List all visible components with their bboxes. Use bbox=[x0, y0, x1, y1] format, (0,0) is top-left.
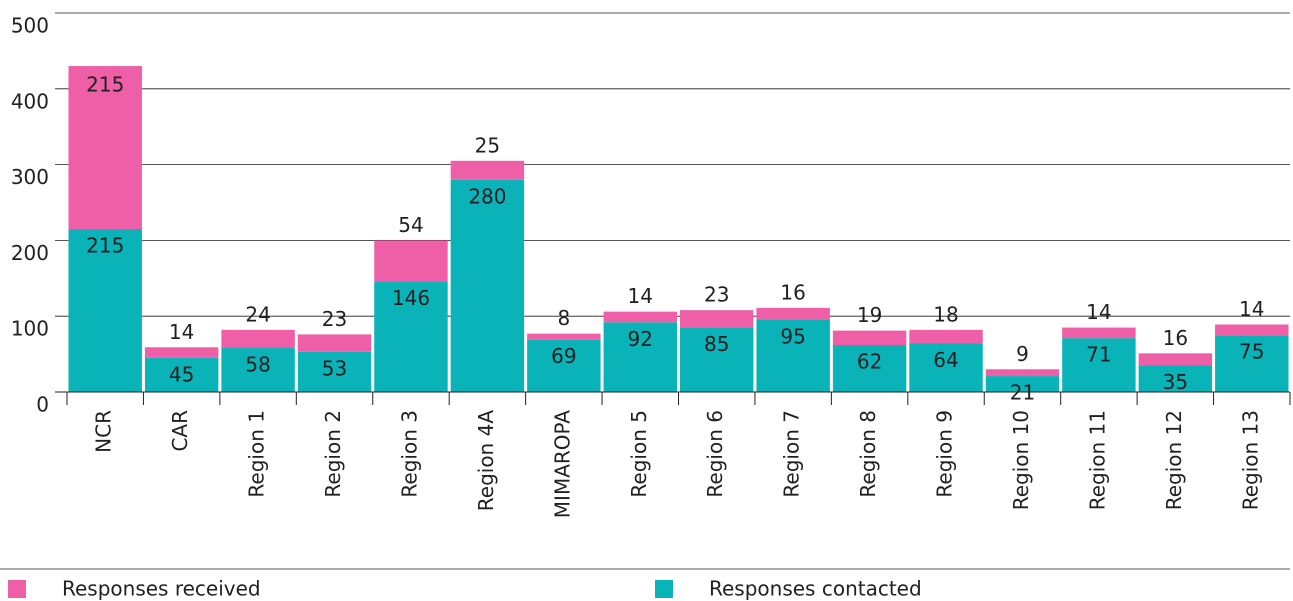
data-label: 25 bbox=[475, 133, 500, 157]
bar-segment bbox=[527, 339, 601, 392]
data-label: 69 bbox=[551, 344, 576, 368]
data-label: 18 bbox=[933, 302, 958, 326]
bar-segment bbox=[374, 281, 448, 392]
bar-segment bbox=[144, 347, 219, 358]
data-label: 14 bbox=[1239, 297, 1264, 321]
bar-segment bbox=[297, 351, 372, 392]
data-label: 92 bbox=[628, 327, 653, 351]
legend-swatch bbox=[655, 580, 673, 598]
data-label: 54 bbox=[398, 213, 423, 237]
y-tick-label: 400 bbox=[11, 89, 49, 113]
bar-segment bbox=[832, 330, 907, 346]
bar-segment bbox=[603, 311, 677, 323]
data-label: 9 bbox=[1016, 342, 1029, 366]
x-tick-label: Region 13 bbox=[1238, 410, 1262, 510]
bar-segment bbox=[1138, 365, 1213, 392]
data-label: 16 bbox=[1163, 326, 1188, 350]
bar-segment bbox=[144, 357, 219, 392]
bar-segment bbox=[450, 179, 525, 392]
y-tick-label: 0 bbox=[36, 393, 49, 417]
bar-segment bbox=[68, 229, 142, 392]
legend-swatch bbox=[8, 580, 26, 598]
x-tick-label: Region 2 bbox=[321, 410, 345, 498]
x-tick-label: MIMAROPA bbox=[550, 410, 574, 519]
data-label: 85 bbox=[704, 332, 729, 356]
data-label: 146 bbox=[392, 286, 430, 310]
x-tick-label: Region 4A bbox=[474, 410, 498, 512]
data-label: 215 bbox=[86, 234, 124, 258]
data-label: 64 bbox=[933, 348, 958, 372]
data-label: 95 bbox=[780, 324, 805, 348]
x-tick-label: CAR bbox=[168, 410, 192, 452]
x-tick-label: Region 9 bbox=[933, 410, 957, 498]
x-tick-label: Region 8 bbox=[856, 410, 880, 498]
data-label: 24 bbox=[245, 302, 270, 326]
bar-segment bbox=[68, 66, 142, 230]
data-label: 75 bbox=[1239, 340, 1264, 364]
bar-segment bbox=[756, 319, 830, 392]
bar-segment bbox=[1062, 327, 1136, 339]
data-label: 62 bbox=[857, 350, 882, 374]
data-label: 215 bbox=[86, 73, 124, 97]
bar-segment bbox=[527, 333, 601, 340]
data-label: 23 bbox=[322, 307, 347, 331]
data-label: 16 bbox=[780, 280, 805, 304]
x-tick-label: Region 3 bbox=[397, 410, 421, 498]
bar-segment bbox=[221, 348, 295, 392]
bar-segment bbox=[297, 334, 372, 352]
y-tick-label: 100 bbox=[11, 317, 49, 341]
x-tick-label: Region 10 bbox=[1009, 410, 1033, 510]
bar-segment bbox=[450, 160, 525, 180]
bar-segment bbox=[680, 310, 754, 328]
y-tick-label: 300 bbox=[11, 165, 49, 189]
y-tick-label: 200 bbox=[11, 241, 49, 265]
x-tick-label: Region 5 bbox=[627, 410, 651, 498]
x-tick-label: Region 7 bbox=[780, 410, 804, 498]
data-label: 35 bbox=[1163, 370, 1188, 394]
bar-segment bbox=[680, 327, 754, 392]
bar-segment bbox=[1062, 338, 1136, 392]
data-label: 71 bbox=[1086, 343, 1111, 367]
data-label: 23 bbox=[704, 283, 729, 307]
x-tick-label: Region 12 bbox=[1162, 410, 1186, 510]
bar-segment bbox=[985, 369, 1060, 377]
bar-segment bbox=[832, 345, 907, 392]
data-label: 8 bbox=[557, 306, 570, 330]
data-label: 14 bbox=[628, 284, 653, 308]
bar-segment bbox=[1215, 324, 1289, 336]
bar-segment bbox=[756, 307, 830, 320]
bar-segment bbox=[909, 329, 983, 344]
x-tick-label: Region 6 bbox=[703, 410, 727, 498]
x-tick-label: NCR bbox=[92, 410, 116, 453]
data-label: 14 bbox=[1086, 300, 1111, 324]
bar-segment bbox=[374, 240, 448, 282]
bar-segment bbox=[1215, 335, 1289, 392]
data-label: 53 bbox=[322, 356, 347, 380]
data-label: 21 bbox=[1010, 381, 1035, 405]
data-label: 14 bbox=[169, 320, 194, 344]
x-tick-label: Region 1 bbox=[245, 410, 269, 498]
x-tick-label: Region 11 bbox=[1085, 410, 1109, 510]
y-tick-label: 500 bbox=[11, 14, 49, 38]
bar-segment bbox=[1138, 353, 1213, 366]
bar-segment bbox=[221, 329, 295, 349]
bar-segment bbox=[909, 343, 983, 392]
bar-segment bbox=[985, 376, 1060, 392]
data-label: 19 bbox=[857, 303, 882, 327]
data-label: 280 bbox=[468, 184, 506, 208]
bar-segment bbox=[603, 322, 677, 392]
data-label: 45 bbox=[169, 362, 194, 386]
data-label: 58 bbox=[245, 353, 270, 377]
legend-label: Responses contacted bbox=[709, 577, 922, 601]
legend-label: Responses received bbox=[62, 577, 261, 601]
